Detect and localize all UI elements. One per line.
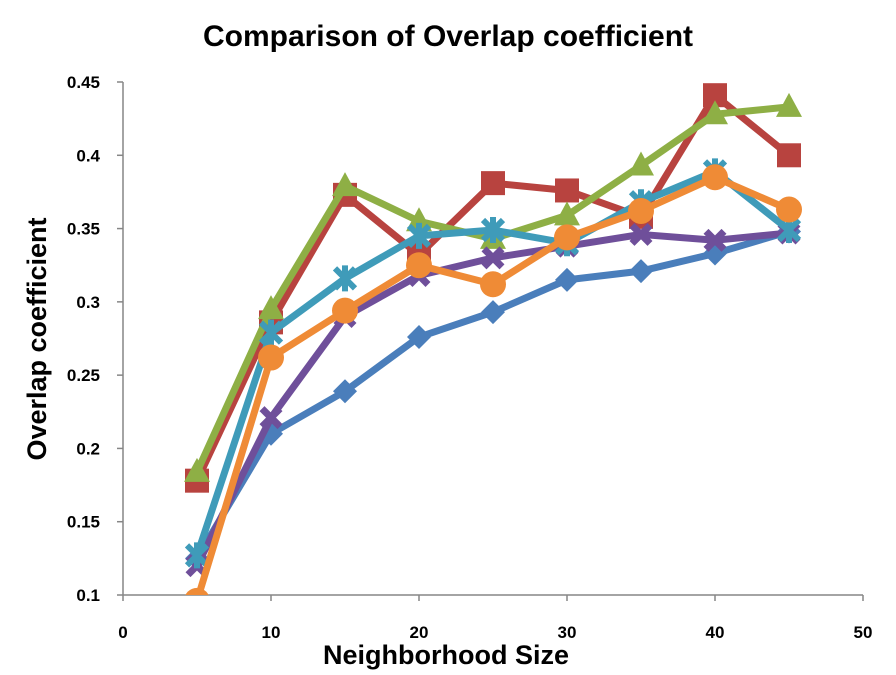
chart-title: Comparison of Overlap coefficient [203, 20, 693, 53]
x-tick-label: 30 [558, 623, 577, 642]
series-cyan-point [480, 217, 506, 244]
x-tick-label: 50 [854, 623, 873, 642]
series-orange-point [628, 197, 654, 224]
x-tick-label: 0 [118, 623, 127, 642]
series-purple-point [481, 246, 505, 270]
series-blue-point [407, 325, 431, 350]
series-orange-point [258, 344, 284, 371]
x-tick-label: 40 [706, 623, 725, 642]
series-green-point [776, 92, 802, 117]
y-tick-label: 0.45 [67, 73, 100, 92]
x-axis-label: Neighborhood Size [323, 640, 569, 670]
series-red-point [777, 143, 801, 168]
series-orange-point [776, 196, 802, 223]
series-purple-point [259, 406, 283, 430]
series-blue-point [481, 300, 505, 325]
y-axis-label: Overlap coefficient [22, 217, 52, 460]
series-blue-point [629, 259, 653, 284]
series-green-point [184, 457, 210, 482]
series-green-point [628, 151, 654, 176]
series-orange-point [554, 224, 580, 251]
series-orange-point [185, 587, 209, 595]
series-orange [185, 164, 802, 595]
y-tick-label: 0.1 [76, 586, 100, 605]
series-red-point [555, 178, 579, 203]
series-cyan [184, 158, 802, 569]
series-purple-point [703, 228, 727, 252]
series-green-point [258, 295, 284, 320]
y-tick-label: 0.15 [67, 513, 100, 532]
series-orange-point [702, 164, 728, 191]
series-green-point [332, 172, 358, 197]
series-cyan-point [184, 542, 210, 569]
series-purple-point [629, 222, 653, 246]
series-cyan-point [332, 265, 358, 292]
series-green-point [702, 100, 728, 125]
series-orange-point [406, 252, 432, 279]
y-tick-label: 0.25 [67, 366, 100, 385]
series-cyan-point [258, 319, 284, 346]
series-red-point [481, 171, 505, 196]
series-layer [184, 83, 802, 595]
series-blue-point [333, 379, 357, 404]
series-green-point [554, 201, 580, 226]
series-cyan-point [406, 222, 432, 249]
axes: 0 10 20 30 40 50 0.1 0.15 0.2 0.25 0.3 0.35 0.4 0.45 [67, 73, 873, 642]
series-orange-point [332, 297, 358, 324]
y-tick-label: 0.3 [76, 293, 100, 312]
x-tick-label: 20 [410, 623, 429, 642]
y-tick-label: 0.4 [76, 146, 100, 165]
series-blue-point [555, 267, 579, 292]
x-tick-label: 10 [262, 623, 281, 642]
series-orange-point [480, 271, 506, 298]
y-tick-label: 0.35 [67, 220, 100, 239]
y-tick-label: 0.2 [76, 439, 100, 458]
